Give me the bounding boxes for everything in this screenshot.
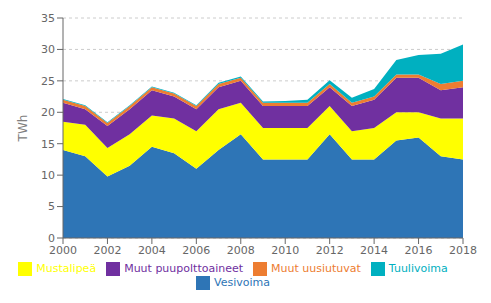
svg-text:2010: 2010 (271, 244, 299, 257)
svg-text:2018: 2018 (449, 244, 477, 257)
svg-text:25: 25 (41, 75, 55, 88)
svg-text:2000: 2000 (49, 244, 77, 257)
svg-text:20: 20 (41, 106, 55, 119)
svg-text:2004: 2004 (138, 244, 166, 257)
html-text:Muut puupolttoaineet: Muut puupolttoaineet (124, 262, 244, 275)
svg-text:TWh: TWh (16, 115, 30, 143)
html-text:Muut uusiutuvat: Muut uusiutuvat (271, 262, 361, 275)
svg-text:2008: 2008 (227, 244, 255, 257)
svg-text:2002: 2002 (93, 244, 121, 257)
svg-text:15: 15 (41, 138, 55, 151)
svg-text:2014: 2014 (360, 244, 388, 257)
svg-text:2012: 2012 (316, 244, 344, 257)
svg-text:2006: 2006 (182, 244, 210, 257)
svg-text:5: 5 (48, 200, 55, 213)
svg-text:2016: 2016 (405, 244, 433, 257)
html-text:Mustalipeä: Mustalipeä (36, 262, 97, 275)
svg-text:0: 0 (48, 232, 55, 245)
svg-text:35: 35 (41, 12, 55, 25)
svg-text:10: 10 (41, 169, 55, 182)
html-text:Vesivoima: Vesivoima (214, 276, 270, 289)
svg-text:30: 30 (41, 43, 55, 56)
html-text:Tuulivoima: Tuulivoima (388, 262, 448, 275)
